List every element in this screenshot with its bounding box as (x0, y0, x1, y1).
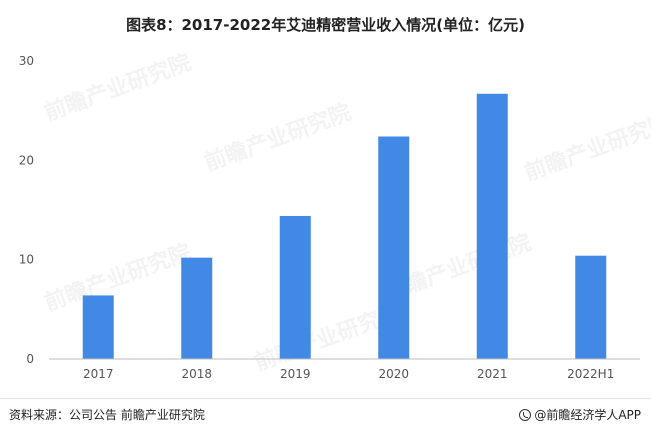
chart-title: 图表8：2017-2022年艾迪精密营业收入情况(单位：亿元) (126, 16, 525, 34)
bar-2021 (476, 93, 508, 359)
footer-divider (0, 398, 651, 399)
y-tick-label: 30 (19, 54, 34, 68)
y-tick-label: 0 (26, 352, 34, 366)
y-axis: 0 10 20 30 (19, 54, 34, 366)
brand-logo-icon (519, 408, 532, 421)
x-tick-label: 2017 (83, 367, 114, 381)
bar-2022H1 (575, 255, 607, 359)
bar-2020 (378, 136, 410, 359)
bars (82, 93, 607, 359)
x-tick-label: 2020 (378, 367, 409, 381)
x-axis: 2017 2018 2019 2020 2021 2022H1 (83, 367, 614, 381)
bar-2017 (82, 295, 114, 359)
brand-label: @前瞻经济学人APP (534, 408, 641, 422)
y-tick-label: 10 (19, 253, 34, 267)
bar-chart: 0 10 20 30 2017 2018 2019 2020 2021 2022H1 (19, 54, 640, 381)
x-tick-label: 2018 (181, 367, 212, 381)
x-tick-label: 2021 (477, 367, 508, 381)
bar-2018 (181, 257, 213, 359)
y-tick-label: 20 (19, 153, 34, 167)
source-note: 资料来源：公司公告 前瞻产业研究院 (9, 408, 205, 422)
brand-footer: @前瞻经济学人APP (519, 406, 641, 423)
x-tick-label: 2022H1 (567, 367, 614, 381)
bar-2019 (279, 215, 311, 359)
x-tick-label: 2019 (280, 367, 311, 381)
